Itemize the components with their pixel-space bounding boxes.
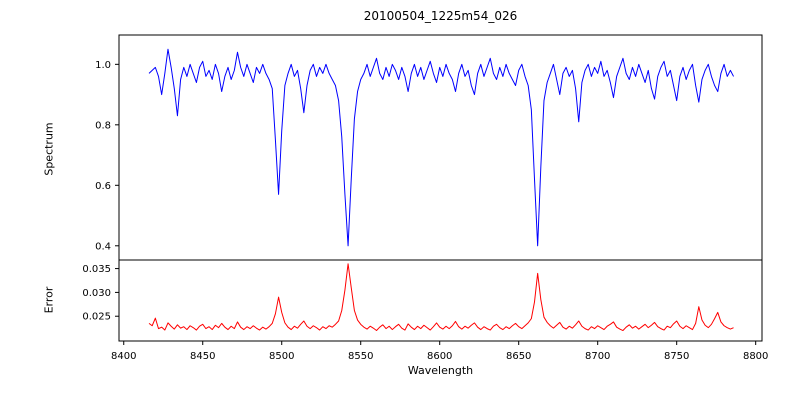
x-tick-label: 8500: [269, 351, 294, 362]
error-y-tick-label: 0.030: [82, 288, 111, 299]
error-y-tick-label: 0.035: [82, 264, 111, 275]
error-line: [148, 263, 734, 332]
error-axes-frame: [118, 259, 763, 342]
spectrum-line: [148, 48, 735, 247]
x-tick-label: 8750: [664, 351, 689, 362]
spectrum-y-tick-label: 1.0: [95, 60, 111, 71]
error-y-tick-label: 0.025: [82, 312, 111, 323]
x-axis-label: Wavelength: [407, 364, 474, 377]
x-tick-label: 8800: [743, 351, 768, 362]
x-tick-label: 8650: [506, 351, 531, 362]
chart-title: 20100504_1225m54_026: [363, 9, 518, 23]
x-tick-label: 8400: [111, 351, 136, 362]
spectrum-y-tick-label: 0.6: [95, 181, 111, 192]
x-tick-label: 8600: [427, 351, 452, 362]
x-tick-label: 8450: [190, 351, 215, 362]
spectrum-y-tick-label: 0.4: [95, 241, 111, 252]
x-tick-label: 8700: [585, 351, 610, 362]
spectrum-y-tick-label: 0.8: [95, 120, 111, 131]
x-tick-label: 8550: [348, 351, 373, 362]
